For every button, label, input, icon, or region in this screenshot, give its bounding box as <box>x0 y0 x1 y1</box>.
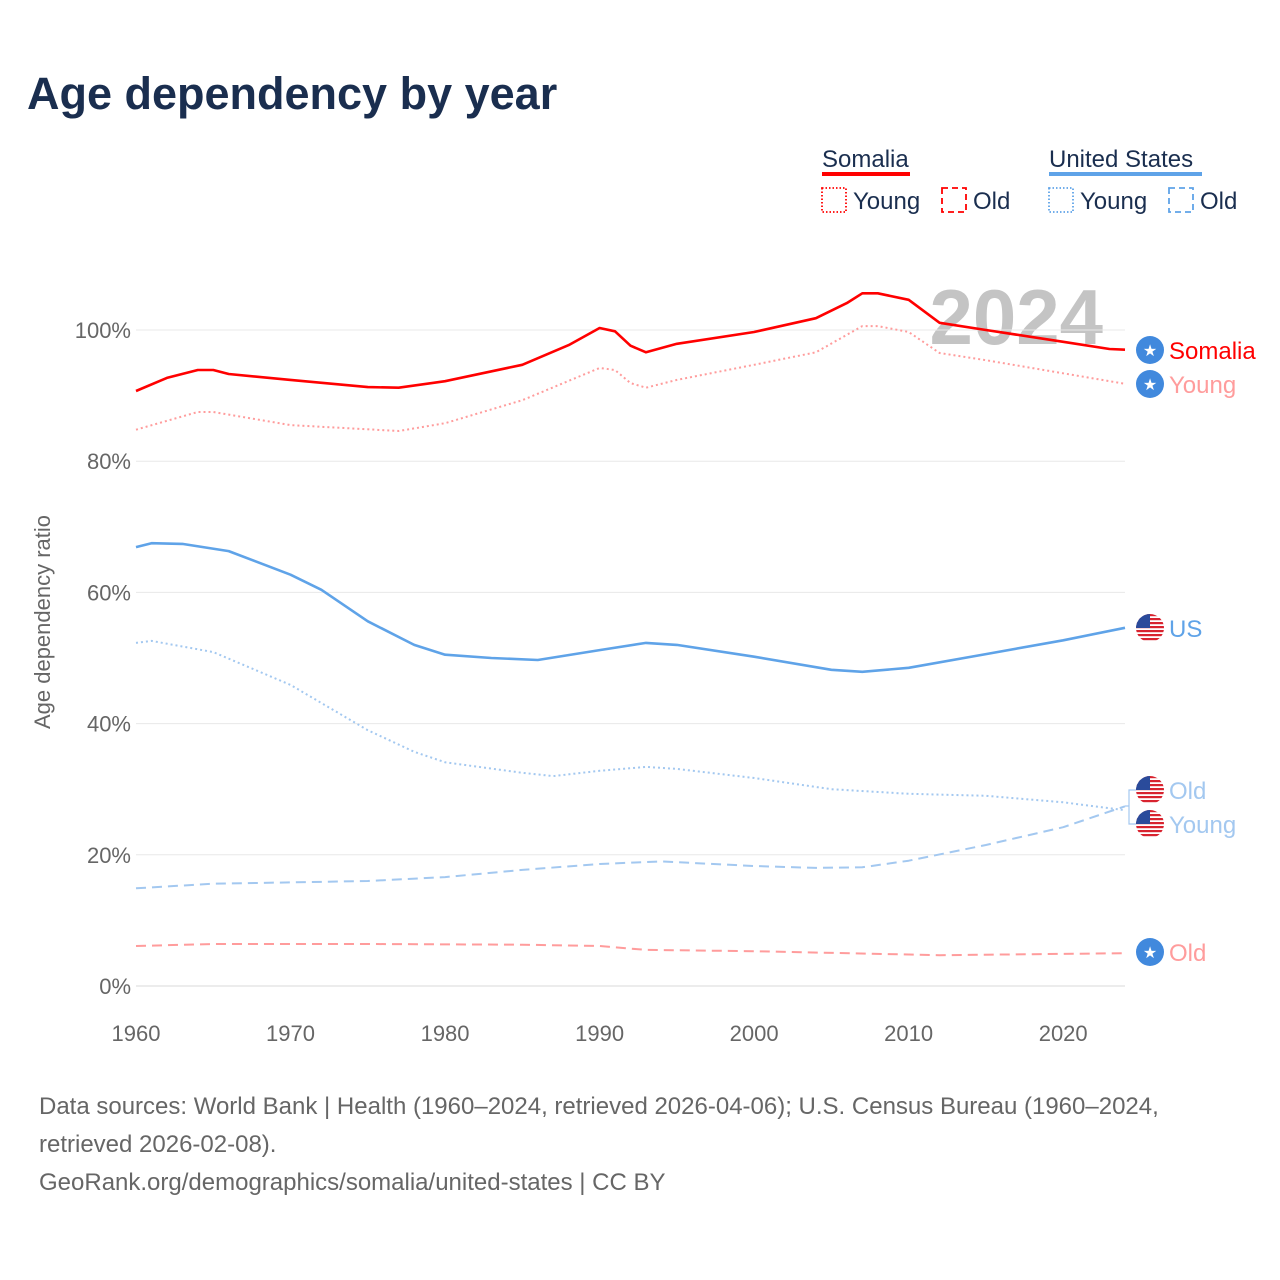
year-watermark: 2024 <box>929 273 1103 361</box>
legend-group-underline <box>822 172 910 176</box>
flag-stripe <box>1136 826 1164 829</box>
flag-stripe <box>1136 800 1164 803</box>
legend-group-underline <box>1049 172 1202 176</box>
legend-swatch-young <box>821 187 847 213</box>
attribution-link[interactable]: GeoRank.org/demographics/somalia/united-… <box>39 1169 666 1196</box>
flag-star: ★ <box>1143 375 1157 394</box>
chart-title: Age dependency by year <box>27 68 558 119</box>
flag-canton <box>1136 614 1150 628</box>
legend-item-old[interactable]: Old <box>1200 188 1237 215</box>
flag-stripe <box>1136 792 1164 795</box>
y-axis-label: Age dependency ratio <box>30 515 55 729</box>
legend-swatch-young <box>1048 187 1074 213</box>
series-end-label: Young <box>1169 372 1236 399</box>
y-tick-label: 80% <box>87 449 131 474</box>
flag-star: ★ <box>1143 943 1157 962</box>
x-tick-label: 1960 <box>112 1021 161 1046</box>
us-flag-icon <box>1136 810 1164 838</box>
flag-bg <box>1136 336 1164 364</box>
us-flag-icon <box>1136 614 1164 642</box>
flag-stripe <box>1136 638 1164 641</box>
us-flag-icon <box>1136 776 1164 804</box>
label-connector <box>1125 789 1138 825</box>
series-line-united-states-old <box>135 805 1126 890</box>
series-line-united-states-young <box>135 639 1126 812</box>
flag-bg <box>1136 938 1164 966</box>
y-tick-label: 20% <box>87 843 131 868</box>
series-end-label: Old <box>1169 940 1206 967</box>
legend-group-title: United States <box>1049 146 1193 173</box>
legend-group-title: Somalia <box>822 146 909 173</box>
series-line-somalia <box>135 292 1126 393</box>
series-end-label: Young <box>1169 812 1236 839</box>
x-tick-label: 2020 <box>1039 1021 1088 1046</box>
flag-bg <box>1136 370 1164 398</box>
legend-item-young[interactable]: Young <box>853 188 920 215</box>
y-tick-label: 40% <box>87 712 131 737</box>
flag-star: ★ <box>1143 341 1157 360</box>
series-end-label: Old <box>1169 778 1206 805</box>
legend-item-old[interactable]: Old <box>973 188 1010 215</box>
series-end-label: Somalia <box>1169 338 1256 365</box>
y-tick-label: 0% <box>99 974 131 999</box>
y-tick-label: 60% <box>87 580 131 605</box>
flag-canton <box>1136 776 1150 790</box>
x-tick-label: 1970 <box>266 1021 315 1046</box>
flag-canton <box>1136 810 1150 824</box>
series-end-label: US <box>1169 616 1202 643</box>
flag-stripe <box>1136 830 1164 833</box>
x-tick-label: 1980 <box>421 1021 470 1046</box>
y-tick-label: 100% <box>75 318 131 343</box>
somalia-flag-icon: ★ <box>1136 370 1164 398</box>
flag-stripe <box>1136 796 1164 799</box>
x-tick-label: 2010 <box>884 1021 933 1046</box>
legend-swatch-old <box>941 187 967 213</box>
flag-stripe <box>1136 834 1164 837</box>
x-tick-label: 2000 <box>730 1021 779 1046</box>
x-tick-label: 1990 <box>575 1021 624 1046</box>
somalia-flag-icon: ★ <box>1136 336 1164 364</box>
data-sources: Data sources: World Bank | Health (1960–… <box>39 1088 1249 1202</box>
legend-swatch-old <box>1168 187 1194 213</box>
legend-item-young[interactable]: Young <box>1080 188 1147 215</box>
flag-stripe <box>1136 634 1164 637</box>
sources-line: Data sources: World Bank | Health (1960–… <box>39 1093 1159 1158</box>
series-line-somalia-old <box>135 943 1126 957</box>
series-line-united-states <box>135 541 1126 674</box>
flag-stripe <box>1136 630 1164 633</box>
somalia-flag-icon: ★ <box>1136 938 1164 966</box>
